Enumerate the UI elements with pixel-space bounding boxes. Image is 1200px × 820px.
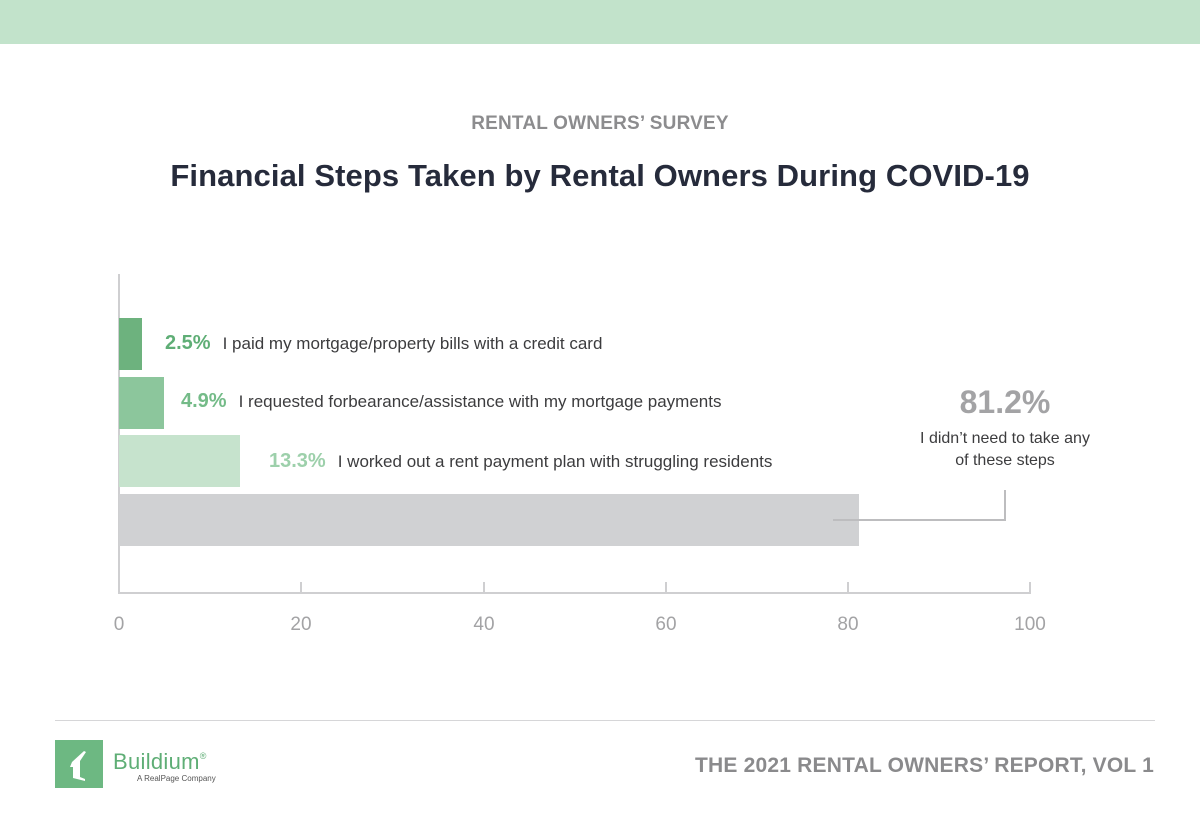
x-tick-label-80: 80 bbox=[837, 614, 859, 635]
x-tick-label-100: 100 bbox=[1014, 614, 1046, 635]
brand-name: Buildium® bbox=[113, 749, 207, 775]
footer-divider bbox=[55, 720, 1155, 721]
callout-no-steps: 81.2% I didn’t need to take any of these… bbox=[880, 382, 1130, 472]
x-tick-label-0: 0 bbox=[113, 614, 125, 635]
survey-kicker: RENTAL OWNERS’ SURVEY bbox=[471, 113, 729, 134]
x-tick-label-40: 40 bbox=[473, 614, 495, 635]
x-tick-60 bbox=[665, 582, 667, 593]
bar-description: I worked out a rent payment plan with st… bbox=[337, 452, 773, 471]
bar-label-payment-plan: 13.3% I worked out a rent payment plan w… bbox=[269, 450, 772, 473]
registered-mark: ® bbox=[199, 751, 207, 761]
bar-description: I paid my mortgage/property bills with a… bbox=[222, 334, 603, 353]
brand-tagline: A RealPage Company bbox=[137, 774, 216, 783]
bar-value: 4.9% bbox=[181, 390, 227, 412]
brand-wordmark: Buildium bbox=[113, 749, 200, 774]
bar-chart: 0 20 40 60 80 100 2.5% I paid my mortgag… bbox=[113, 274, 1130, 635]
bar-label-credit-card: 2.5% I paid my mortgage/property bills w… bbox=[165, 332, 602, 355]
bar-description: I requested forbearance/assistance with … bbox=[238, 392, 722, 411]
callout-value: 81.2% bbox=[959, 384, 1051, 420]
bar-payment-plan bbox=[119, 435, 240, 487]
bar-value: 2.5% bbox=[165, 332, 211, 354]
x-axis-line bbox=[118, 592, 1031, 594]
callout-connector-vertical bbox=[1004, 490, 1006, 521]
report-title: THE 2021 RENTAL OWNERS’ REPORT, VOL 1 bbox=[694, 754, 1154, 777]
buildium-logo-icon bbox=[55, 740, 103, 788]
bar-credit-card bbox=[119, 318, 142, 370]
bar-value: 13.3% bbox=[269, 450, 326, 472]
y-axis-line bbox=[118, 274, 120, 594]
x-tick-label-20: 20 bbox=[290, 614, 312, 635]
callout-connector-horizontal bbox=[833, 519, 1006, 521]
bar-forbearance bbox=[119, 377, 164, 429]
callout-line-1: I didn’t need to take any bbox=[920, 430, 1090, 447]
chart-title: Financial Steps Taken by Rental Owners D… bbox=[170, 158, 1030, 193]
x-tick-20 bbox=[300, 582, 302, 593]
callout-line-2: of these steps bbox=[955, 452, 1055, 469]
x-tick-40 bbox=[483, 582, 485, 593]
top-band bbox=[0, 0, 1200, 44]
x-tick-80 bbox=[847, 582, 849, 593]
bar-label-forbearance: 4.9% I requested forbearance/assistance … bbox=[181, 390, 721, 413]
x-tick-100 bbox=[1029, 582, 1031, 593]
bar-no-steps bbox=[119, 494, 859, 546]
x-tick-label-60: 60 bbox=[655, 614, 677, 635]
